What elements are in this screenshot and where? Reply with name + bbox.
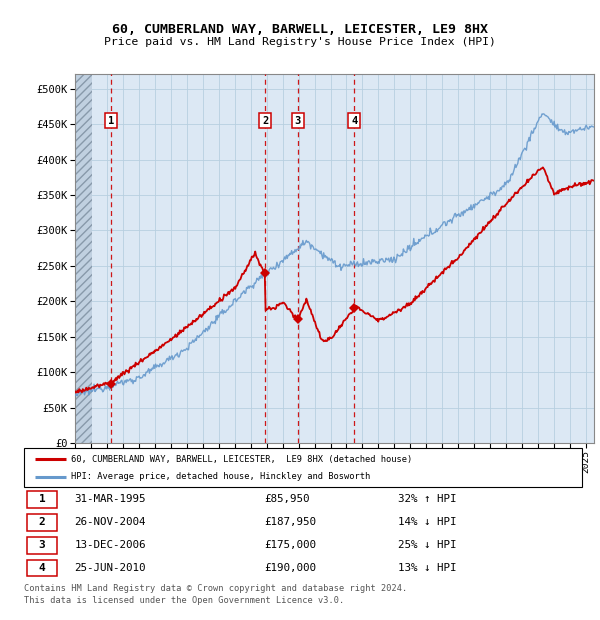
FancyBboxPatch shape — [27, 514, 58, 531]
FancyBboxPatch shape — [27, 560, 58, 577]
Text: 2: 2 — [39, 517, 46, 528]
Polygon shape — [75, 74, 92, 443]
Text: 4: 4 — [351, 115, 357, 125]
Text: 32% ↑ HPI: 32% ↑ HPI — [398, 494, 457, 505]
Text: 13% ↓ HPI: 13% ↓ HPI — [398, 563, 457, 574]
Text: 1: 1 — [39, 494, 46, 505]
Text: 2: 2 — [262, 115, 268, 125]
Text: 3: 3 — [295, 115, 301, 125]
FancyBboxPatch shape — [27, 537, 58, 554]
Text: HPI: Average price, detached house, Hinckley and Bosworth: HPI: Average price, detached house, Hinc… — [71, 472, 371, 481]
Text: 60, CUMBERLAND WAY, BARWELL, LEICESTER, LE9 8HX: 60, CUMBERLAND WAY, BARWELL, LEICESTER, … — [112, 23, 488, 36]
FancyBboxPatch shape — [27, 491, 58, 508]
Text: £187,950: £187,950 — [264, 517, 316, 528]
Text: £190,000: £190,000 — [264, 563, 316, 574]
Text: This data is licensed under the Open Government Licence v3.0.: This data is licensed under the Open Gov… — [24, 596, 344, 606]
Text: £85,950: £85,950 — [264, 494, 310, 505]
Text: 26-NOV-2004: 26-NOV-2004 — [74, 517, 146, 528]
Text: 25-JUN-2010: 25-JUN-2010 — [74, 563, 146, 574]
Text: Contains HM Land Registry data © Crown copyright and database right 2024.: Contains HM Land Registry data © Crown c… — [24, 584, 407, 593]
Text: 3: 3 — [39, 540, 46, 551]
Text: 25% ↓ HPI: 25% ↓ HPI — [398, 540, 457, 551]
Text: 60, CUMBERLAND WAY, BARWELL, LEICESTER,  LE9 8HX (detached house): 60, CUMBERLAND WAY, BARWELL, LEICESTER, … — [71, 454, 413, 464]
Text: 1: 1 — [108, 115, 114, 125]
Text: Price paid vs. HM Land Registry's House Price Index (HPI): Price paid vs. HM Land Registry's House … — [104, 37, 496, 47]
Text: 31-MAR-1995: 31-MAR-1995 — [74, 494, 146, 505]
Text: £175,000: £175,000 — [264, 540, 316, 551]
Text: 14% ↓ HPI: 14% ↓ HPI — [398, 517, 457, 528]
Text: 4: 4 — [39, 563, 46, 574]
Text: 13-DEC-2006: 13-DEC-2006 — [74, 540, 146, 551]
